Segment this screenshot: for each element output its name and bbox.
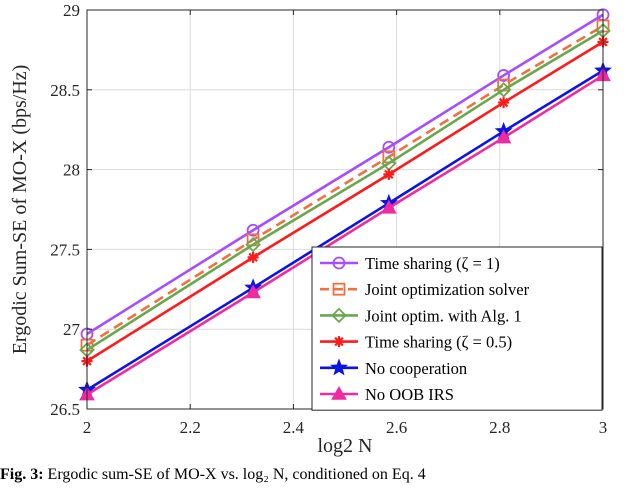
data-point	[247, 251, 259, 263]
legend-label: No cooperation	[365, 359, 467, 378]
legend-label: Time sharing (ζ = 1)	[365, 254, 500, 273]
legend-marker	[331, 385, 347, 400]
data-point	[380, 199, 397, 214]
data-point	[246, 223, 260, 237]
x-tick-label: 2	[83, 418, 92, 437]
legend-marker	[333, 336, 345, 348]
series-5	[79, 67, 611, 401]
data-point	[498, 97, 510, 109]
series-layer	[78, 8, 612, 401]
x-tick-label: 2.2	[180, 418, 201, 437]
data-point	[383, 168, 395, 180]
figure-caption: Fig. 3: Ergodic sum-SE of MO-X vs. log₂ …	[0, 466, 640, 491]
x-tick-label: 2.4	[283, 418, 305, 437]
y-tick-label: 28	[63, 161, 80, 180]
y-tick-label: 29	[63, 1, 80, 20]
legend-marker	[332, 282, 346, 296]
legend-marker	[332, 256, 346, 270]
y-axis-label-text: Ergodic Sum-SE of MO-X (bps/Hz)	[9, 65, 31, 355]
data-point	[245, 236, 261, 253]
x-tick-label: 3	[599, 418, 608, 437]
legend-entry: Joint optimization solver	[320, 280, 530, 299]
legend-entry: No cooperation	[320, 358, 467, 378]
series-line-2	[86, 29, 604, 352]
data-point	[245, 284, 261, 299]
caption-label: Fig. 3:	[0, 466, 44, 483]
legend-label: Joint optim. with Alg. 1	[365, 306, 522, 325]
legend-entry: Time sharing (ζ = 0.5)	[320, 333, 512, 352]
caption-text: Ergodic sum-SE of MO-X vs. log₂ N, condi…	[43, 466, 426, 483]
y-tick-label: 27.5	[50, 240, 80, 259]
legend: Time sharing (ζ = 1) Joint optimization s…	[311, 246, 603, 411]
ticks: 2 2.2 2.4 2.6 2.8 3 26.5 27 27.5 28 28.5 29	[50, 1, 607, 437]
x-tick-label: 2.8	[489, 418, 510, 437]
y-axis-label: Ergodic Sum-SE of MO-X (bps/Hz)	[9, 65, 31, 355]
y-tick-label: 27	[63, 320, 81, 339]
series-line-0	[86, 13, 604, 336]
legend-entry: No OOB IRS	[320, 385, 454, 404]
x-tick-label: 2.6	[386, 418, 407, 437]
data-point	[495, 129, 512, 144]
y-tick-label: 26.5	[50, 400, 80, 419]
data-point	[382, 140, 396, 154]
data-point	[495, 82, 512, 98]
legend-marker	[331, 307, 347, 324]
legend-entry: Joint optim. with Alg. 1	[320, 306, 522, 325]
legend-label: Joint optimization solver	[365, 280, 530, 299]
legend-entry: Time sharing (ζ = 1)	[320, 254, 500, 273]
legend-marker	[330, 358, 348, 376]
legend-label: Time sharing (ζ = 0.5)	[365, 333, 512, 352]
y-tick-label: 28.5	[50, 81, 80, 100]
legend-label: No OOB IRS	[365, 385, 454, 404]
x-axis-label-text: log2 N	[318, 435, 373, 457]
legend-box	[311, 246, 603, 411]
x-axis-label: log2 N	[318, 435, 373, 457]
data-point	[497, 69, 511, 82]
